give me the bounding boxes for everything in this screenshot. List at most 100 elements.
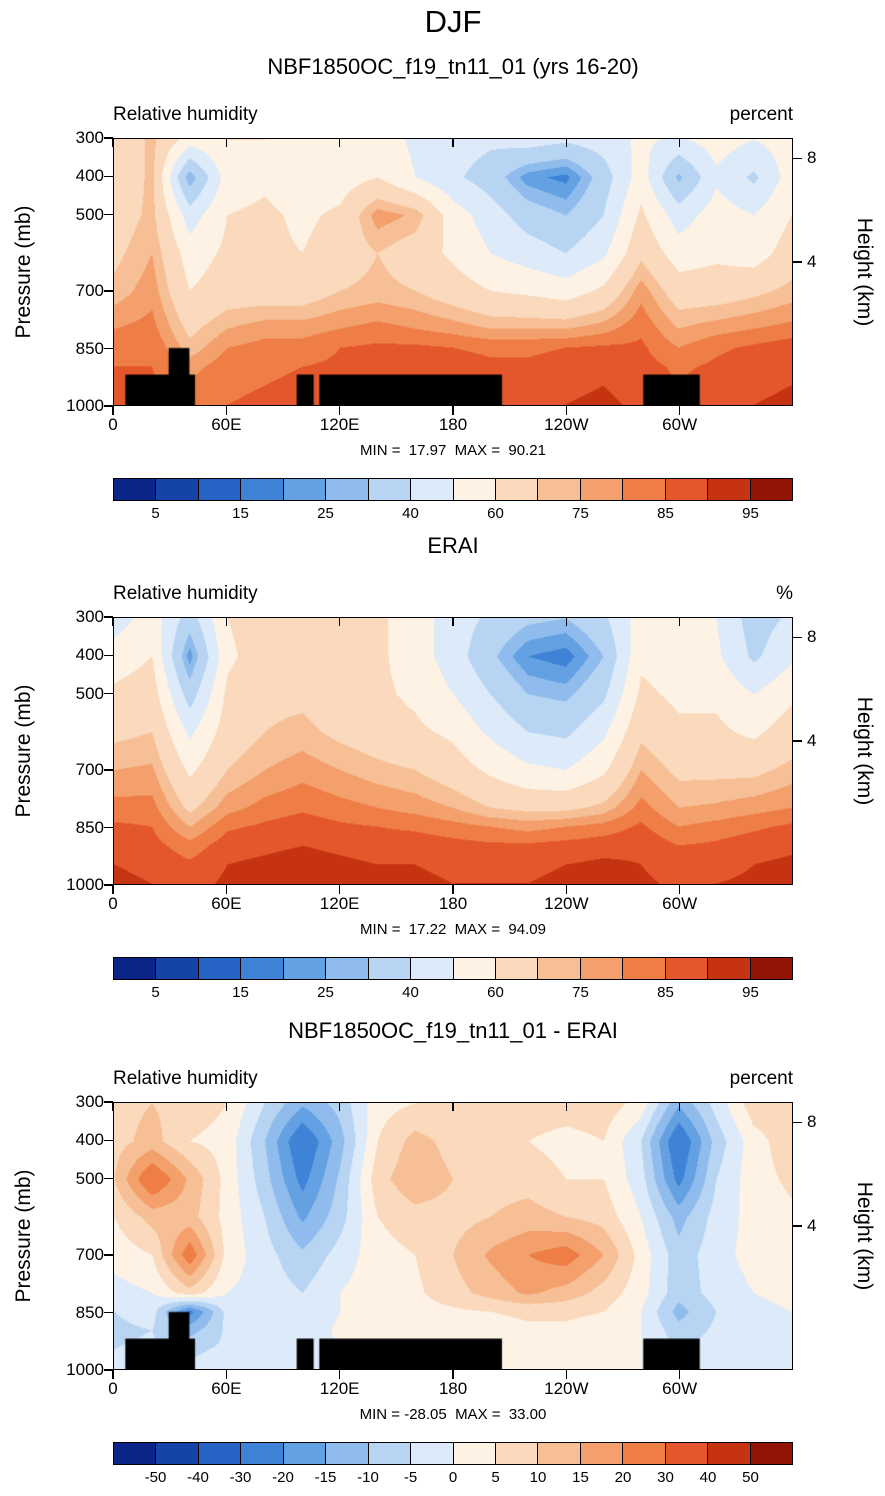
- colorbar-tick-label: 50: [742, 1469, 759, 1486]
- field-label: Relative humidity: [113, 104, 258, 125]
- longitude-tick-mark-top: [112, 617, 114, 626]
- colorbar-cell: [240, 958, 283, 979]
- colorbar-tick-label: 15: [572, 1469, 589, 1486]
- colorbar-tick-label: 5: [151, 505, 160, 522]
- colorbar-cell: [155, 958, 198, 979]
- plot-area: [113, 138, 793, 406]
- pressure-tick-label: 300: [75, 1092, 104, 1111]
- longitude-tick-mark-bottom: [565, 1370, 568, 1379]
- colorbar-cell: [664, 479, 708, 500]
- pressure-tick-mark: [104, 826, 113, 829]
- panel-difference: NBF1850OC_f19_tn11_01 - ERAI Relative hu…: [0, 1018, 885, 1496]
- colorbar-tick-label: -20: [272, 1469, 294, 1486]
- colorbar-tick-label: 60: [487, 505, 504, 522]
- colorbar-cell: [494, 958, 538, 979]
- pressure-tick-label: 850: [75, 338, 104, 358]
- longitude-tick-label: 120W: [544, 1379, 589, 1398]
- pressure-tick-label: 300: [75, 128, 104, 147]
- longitude-tick-mark-bottom: [338, 885, 341, 894]
- colorbar-cell: [707, 479, 750, 500]
- pressure-axis-title: Pressure (mb): [12, 684, 35, 818]
- colorbar-tick-label: 20: [614, 1469, 632, 1486]
- colorbar-cell: [114, 1443, 156, 1464]
- colorbar-cell: [410, 1443, 453, 1464]
- pressure-tick-mark: [104, 1311, 113, 1314]
- colorbar-cell: [410, 958, 453, 979]
- contour-canvas: [114, 1103, 792, 1369]
- colorbar-tick-label: 40: [402, 505, 419, 522]
- longitude-tick-mark-top: [452, 1102, 454, 1111]
- longitude-tick-mark-bottom: [225, 885, 228, 894]
- longitude-tick-label: 120E: [319, 1379, 360, 1398]
- colorbar-cell: [452, 1443, 495, 1464]
- height-tick-label: 4: [807, 252, 817, 272]
- colorbar-cell: [155, 479, 198, 500]
- colorbar-cell: [282, 479, 326, 500]
- height-tick-mark: [793, 1225, 802, 1227]
- colorbar-tick-label: 5: [151, 984, 160, 1001]
- height-tick-label: 4: [807, 731, 817, 751]
- height-tick-mark: [793, 740, 802, 742]
- pressure-tick-mark: [104, 1139, 113, 1142]
- longitude-tick-mark-top: [452, 617, 454, 626]
- pressure-tick-mark: [104, 692, 113, 695]
- colorbar-tick-label: 60: [487, 984, 504, 1001]
- colorbar-cell: [622, 1443, 665, 1464]
- height-axis-title: Height (km): [853, 217, 876, 327]
- colorbar-cell: [282, 958, 326, 979]
- longitude-tick-mark-top: [225, 138, 228, 147]
- colorbar-tick-label: 85: [657, 984, 674, 1001]
- longitude-tick-label: 180: [438, 1379, 468, 1398]
- longitude-tick-mark-top: [338, 617, 341, 626]
- colorbar-cell: [579, 1443, 623, 1464]
- pressure-tick-label: 700: [75, 281, 104, 301]
- pressure-tick-mark: [104, 405, 113, 407]
- colorbar-cell: [452, 479, 495, 500]
- longitude-tick-label: 120E: [319, 415, 360, 434]
- longitude-tick-label: 60E: [211, 894, 242, 913]
- pressure-axis-title: Pressure (mb): [12, 205, 35, 339]
- pressure-tick-label: 400: [75, 645, 104, 665]
- colorbar: [113, 478, 793, 501]
- longitude-tick-mark-top: [678, 617, 681, 626]
- height-tick-label: 8: [807, 1112, 817, 1132]
- colorbar-cell: [749, 958, 792, 979]
- panel-title: NBF1850OC_f19_tn11_01 (yrs 16-20): [267, 54, 639, 79]
- longitude-tick-label: 60W: [662, 415, 698, 434]
- longitude-tick-mark-bottom: [338, 1370, 341, 1379]
- colorbar: [113, 957, 793, 980]
- panel-title: ERAI: [427, 533, 479, 558]
- pressure-tick-mark: [104, 616, 113, 618]
- colorbar-cell: [664, 958, 708, 979]
- longitude-tick-mark-bottom: [565, 406, 568, 415]
- height-tick-mark: [793, 1121, 802, 1124]
- pressure-tick-mark: [104, 175, 113, 178]
- colorbar-cell: [325, 958, 368, 979]
- pressure-tick-mark: [104, 347, 113, 350]
- longitude-tick-label: 60E: [211, 1379, 242, 1398]
- colorbar-cell: [367, 1443, 411, 1464]
- colorbar-tick-label: 40: [699, 1469, 717, 1486]
- colorbar-tick-label: -30: [229, 1469, 252, 1486]
- colorbar-cell: [494, 479, 538, 500]
- plot-area: [113, 1102, 793, 1370]
- height-tick-label: 4: [807, 1216, 817, 1236]
- longitude-tick-label: 0: [108, 1379, 118, 1398]
- height-tick-label: 8: [807, 148, 817, 168]
- colorbar-tick-label: 5: [491, 1469, 500, 1486]
- colorbar-tick-label: 10: [529, 1469, 547, 1486]
- colorbar-cell: [707, 958, 750, 979]
- colorbar-cell: [494, 1443, 538, 1464]
- longitude-tick-mark-bottom: [225, 406, 228, 415]
- colorbar-tick-label: 30: [657, 1469, 674, 1486]
- height-tick-mark: [793, 261, 802, 263]
- colorbar-cell: [367, 958, 411, 979]
- colorbar-cell: [707, 1443, 750, 1464]
- longitude-tick-mark-bottom: [565, 885, 568, 894]
- field-label: Relative humidity: [113, 1068, 258, 1089]
- pressure-tick-label: 1000: [66, 1360, 104, 1379]
- panel-title: NBF1850OC_f19_tn11_01 - ERAI: [288, 1018, 618, 1043]
- colorbar-tick-label: 95: [742, 505, 759, 522]
- longitude-tick-label: 180: [438, 415, 468, 434]
- longitude-tick-label: 120E: [319, 894, 360, 913]
